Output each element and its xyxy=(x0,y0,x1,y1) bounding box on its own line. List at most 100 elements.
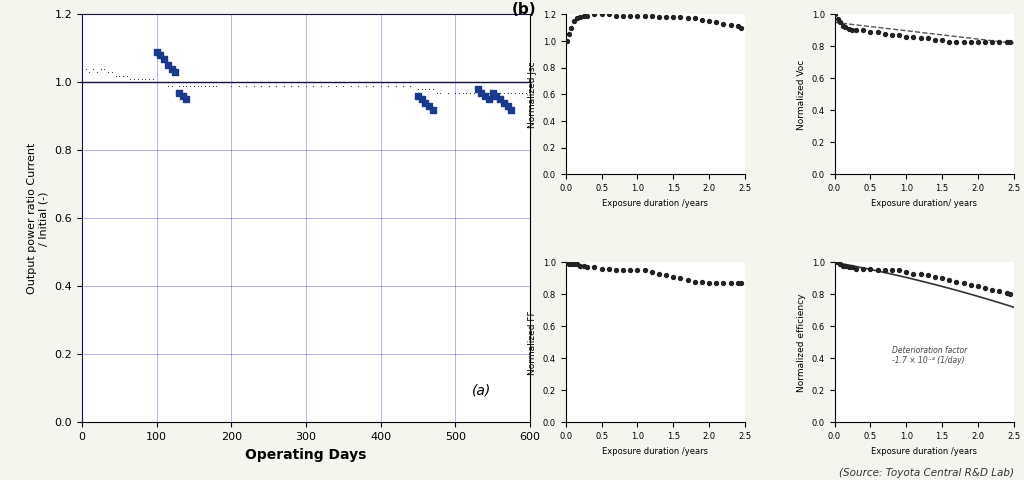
Point xyxy=(417,99,433,107)
Point xyxy=(92,65,109,72)
Point xyxy=(733,24,750,32)
Point xyxy=(511,89,527,96)
Point xyxy=(477,92,494,100)
Point xyxy=(666,13,682,21)
Point xyxy=(238,82,254,90)
Point xyxy=(673,275,689,282)
Point xyxy=(905,270,922,277)
Point xyxy=(148,79,165,86)
Point xyxy=(827,11,844,18)
Point xyxy=(884,266,900,274)
Point xyxy=(133,75,150,83)
Point xyxy=(837,24,853,31)
Point xyxy=(844,26,860,34)
Point xyxy=(637,12,653,20)
Point xyxy=(729,23,745,30)
Point xyxy=(507,89,523,96)
Point xyxy=(829,15,846,23)
Point xyxy=(841,264,857,271)
Point xyxy=(855,265,871,273)
Point xyxy=(877,266,893,274)
Point xyxy=(477,89,494,96)
Point xyxy=(160,82,176,90)
Point xyxy=(898,268,914,276)
Point xyxy=(848,26,864,34)
Point xyxy=(488,89,505,96)
Y-axis label: Output power ratio Current
/ Initial (-): Output power ratio Current / Initial (-) xyxy=(28,143,49,294)
Point xyxy=(514,89,530,96)
Point xyxy=(558,259,574,266)
Point xyxy=(891,266,907,274)
Point xyxy=(566,17,583,25)
Point xyxy=(253,82,269,90)
Point xyxy=(156,79,172,86)
Point xyxy=(600,265,616,273)
Point xyxy=(410,85,426,93)
Point xyxy=(733,279,750,287)
Point xyxy=(163,82,180,90)
Point xyxy=(563,24,580,32)
Point xyxy=(984,38,1000,46)
Point xyxy=(657,13,674,21)
Point xyxy=(680,276,696,284)
Y-axis label: Normalized efficiency: Normalized efficiency xyxy=(797,293,806,392)
Point xyxy=(608,266,625,274)
Point xyxy=(561,31,578,38)
Text: Deterioration factor
-1.7 × 10⁻⁴ (1/day): Deterioration factor -1.7 × 10⁻⁴ (1/day) xyxy=(892,346,967,365)
Point xyxy=(414,85,430,93)
Point xyxy=(666,273,682,281)
Point xyxy=(163,65,180,72)
Point xyxy=(680,14,696,22)
Point xyxy=(208,82,224,90)
Point xyxy=(402,82,419,90)
Point xyxy=(447,89,464,96)
Point xyxy=(941,38,957,46)
Point xyxy=(715,20,731,27)
Point xyxy=(855,26,871,34)
Y-axis label: Normalized FF: Normalized FF xyxy=(528,310,538,375)
Point xyxy=(998,38,1015,46)
Point xyxy=(380,82,396,90)
Point xyxy=(205,82,221,90)
Point xyxy=(492,96,508,103)
Point xyxy=(561,260,578,268)
Point xyxy=(829,259,846,266)
Point xyxy=(387,82,403,90)
Point xyxy=(469,89,485,96)
Point xyxy=(991,288,1008,295)
Point xyxy=(350,82,367,90)
Point xyxy=(414,96,430,103)
Point xyxy=(290,82,306,90)
Point xyxy=(103,68,120,76)
Point xyxy=(469,85,485,93)
Point xyxy=(428,89,444,96)
Point xyxy=(729,279,745,287)
Point xyxy=(246,82,262,90)
Point xyxy=(455,89,471,96)
Point xyxy=(156,55,172,62)
Point xyxy=(686,278,702,286)
Point xyxy=(298,82,314,90)
Point xyxy=(126,75,142,83)
X-axis label: Exposure duration/ years: Exposure duration/ years xyxy=(871,199,977,208)
Point xyxy=(629,266,646,274)
Point xyxy=(955,279,972,287)
Point xyxy=(905,33,922,41)
Point xyxy=(488,92,505,100)
Point xyxy=(1001,290,1018,298)
Point xyxy=(651,13,668,21)
Point xyxy=(395,82,412,90)
Point xyxy=(977,284,993,292)
Point xyxy=(484,89,501,96)
Point xyxy=(827,259,844,266)
Point xyxy=(848,265,864,273)
Point xyxy=(941,276,957,284)
Text: (Source: Toyota Central R&D Lab): (Source: Toyota Central R&D Lab) xyxy=(839,468,1014,478)
Point xyxy=(884,31,900,39)
Y-axis label: Normalized Jsc: Normalized Jsc xyxy=(528,61,538,128)
Point xyxy=(835,22,851,29)
Point xyxy=(492,89,508,96)
Point xyxy=(459,89,475,96)
Point xyxy=(623,12,639,20)
Point xyxy=(575,262,592,269)
